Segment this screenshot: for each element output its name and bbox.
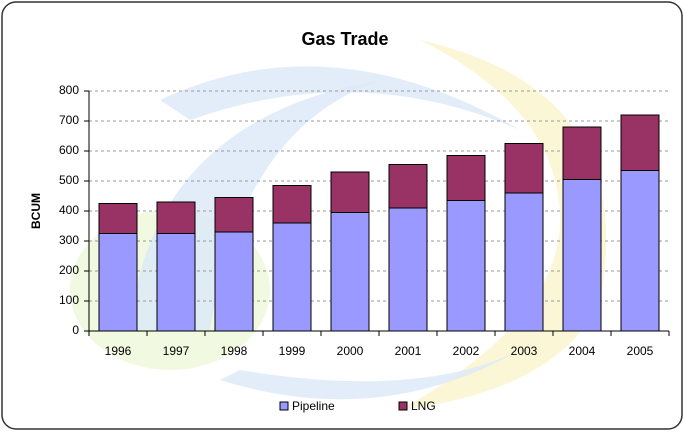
x-tick-label: 2000 <box>337 344 364 358</box>
x-tick-label: 2005 <box>627 344 654 358</box>
y-tick-label: 100 <box>59 293 79 307</box>
bar-segment <box>156 233 196 332</box>
y-tick-label: 200 <box>59 263 79 277</box>
legend-swatch <box>279 401 289 411</box>
bar-segment <box>272 222 312 332</box>
bar-segment <box>504 192 544 332</box>
legend-swatch <box>398 401 408 411</box>
x-tick-label: 2001 <box>395 344 422 358</box>
bar-segment <box>214 197 254 233</box>
bar-segment <box>156 201 196 234</box>
x-tick-label: 1997 <box>163 344 190 358</box>
bar-segment <box>504 143 544 194</box>
y-tick-label: 0 <box>72 323 79 337</box>
y-tick-label: 800 <box>59 83 79 97</box>
x-tick-label: 1999 <box>279 344 306 358</box>
y-tick-label: 700 <box>59 113 79 127</box>
y-tick-label: 600 <box>59 143 79 157</box>
legend-label: Pipeline <box>292 399 335 413</box>
legend-label: LNG <box>411 399 436 413</box>
bar-segment <box>620 170 660 332</box>
y-tick-label: 500 <box>59 173 79 187</box>
y-axis-label: BCUM <box>29 193 43 229</box>
x-tick-label: 2004 <box>569 344 596 358</box>
bar-segment <box>562 179 602 332</box>
x-tick-label: 1998 <box>221 344 248 358</box>
bar-segment <box>214 231 254 332</box>
bar-segment <box>330 171 370 213</box>
bar-segment <box>388 164 428 209</box>
bar-segment <box>388 207 428 332</box>
bar-segment <box>98 233 138 332</box>
y-tick-label: 400 <box>59 203 79 217</box>
bar-segment <box>562 126 602 180</box>
bar-segment <box>272 185 312 224</box>
x-tick-label: 2002 <box>453 344 480 358</box>
bar-segment <box>330 212 370 332</box>
chart-title: Gas Trade <box>301 29 388 49</box>
bar-segment <box>98 203 138 234</box>
y-tick-label: 300 <box>59 233 79 247</box>
bar-segment <box>446 200 486 332</box>
x-tick-label: 2003 <box>511 344 538 358</box>
bar-segment <box>620 114 660 171</box>
x-tick-label: 1996 <box>105 344 132 358</box>
bar-segment <box>446 155 486 201</box>
